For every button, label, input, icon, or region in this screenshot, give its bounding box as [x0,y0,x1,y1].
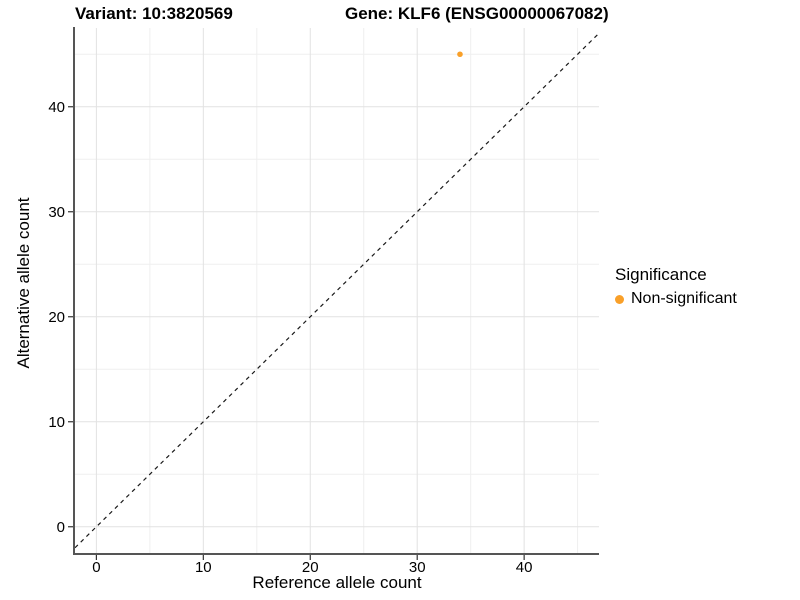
y-tick-label: 40 [48,99,65,116]
y-tick-label: 30 [48,204,65,221]
plot-title-variant: Variant: 10:3820569 [75,4,233,23]
legend: Significance Non-significant [615,265,737,308]
x-tick-label: 20 [302,559,319,576]
x-tick-label: 0 [92,559,100,576]
y-tick-label: 0 [57,519,65,536]
x-axis-title: Reference allele count [252,573,422,592]
y-axis-title: Alternative allele count [14,197,33,369]
y-tick-label: 10 [48,414,65,431]
legend-entry-label: Non-significant [631,290,737,307]
data-point [457,51,463,58]
legend-entry: Non-significant [615,290,737,308]
plot-title-gene: Gene: KLF6 (ENSG00000067082) [345,4,609,23]
x-tick-label: 40 [516,559,533,576]
legend-key-dot [615,294,624,304]
x-tick-label: 10 [195,559,212,576]
y-tick-label: 20 [48,309,65,326]
x-tick-label: 30 [409,559,426,576]
identity-dashed-line [74,32,600,549]
legend-title: Significance [615,265,707,284]
